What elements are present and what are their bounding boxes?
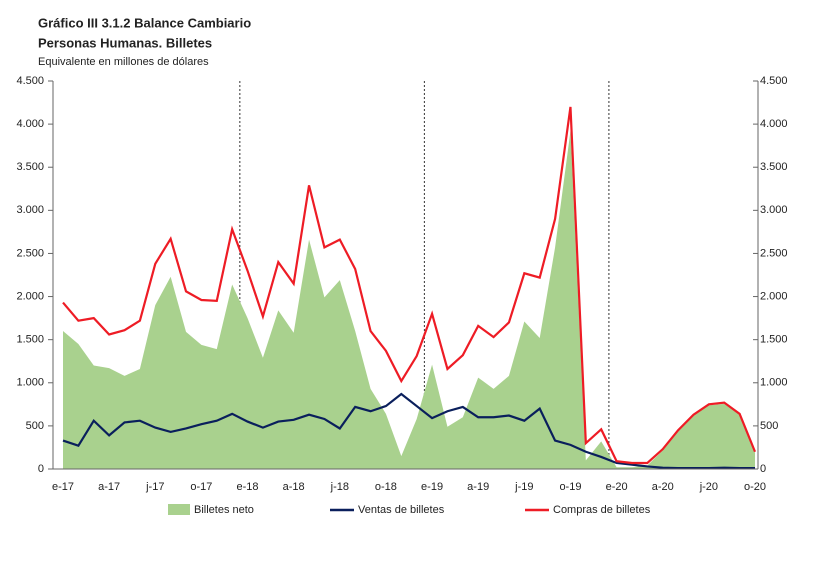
x-tick-label: o-18 <box>375 481 397 493</box>
y-axis-label: Equivalente en millones de dólares <box>38 56 209 68</box>
y2-tick-label: 4.500 <box>760 75 788 87</box>
y-tick-label: 3.000 <box>16 204 44 216</box>
x-tick-label: a-18 <box>283 481 305 493</box>
x-tick-label: e-19 <box>421 481 443 493</box>
x-tick-label: o-20 <box>744 481 766 493</box>
y-tick-label: 0 <box>38 463 44 475</box>
x-tick-label: j-19 <box>514 481 533 493</box>
x-tick-label: a-19 <box>467 481 489 493</box>
y2-tick-label: 4.000 <box>760 118 788 130</box>
x-tick-label: o-17 <box>190 481 212 493</box>
y-tick-label: 500 <box>26 420 44 432</box>
legend-label: Compras de billetes <box>553 504 651 516</box>
y2-tick-label: 500 <box>760 420 778 432</box>
legend-label: Ventas de billetes <box>358 504 445 516</box>
y2-tick-label: 3.000 <box>760 204 788 216</box>
y2-tick-label: 2.000 <box>760 290 788 302</box>
y2-tick-label: 1.000 <box>760 377 788 389</box>
y-tick-label: 4.000 <box>16 118 44 130</box>
y2-tick-label: 3.500 <box>760 161 788 173</box>
x-tick-label: j-17 <box>145 481 164 493</box>
x-tick-label: e-17 <box>52 481 74 493</box>
y-tick-label: 2.000 <box>16 290 44 302</box>
x-tick-label: j-20 <box>699 481 718 493</box>
x-tick-label: j-18 <box>330 481 349 493</box>
y-tick-label: 2.500 <box>16 247 44 259</box>
chart-title: Gráfico III 3.1.2 Balance Cambiario <box>38 15 251 30</box>
y-tick-label: 1.000 <box>16 377 44 389</box>
x-tick-label: a-17 <box>98 481 120 493</box>
y2-tick-label: 1.500 <box>760 334 788 346</box>
area <box>63 131 755 469</box>
y2-tick-label: 2.500 <box>760 247 788 259</box>
y-tick-label: 3.500 <box>16 161 44 173</box>
chart-subtitle: Personas Humanas. Billetes <box>38 35 212 50</box>
x-tick-label: o-19 <box>559 481 581 493</box>
x-tick-label: a-20 <box>652 481 674 493</box>
line <box>62 106 757 465</box>
line <box>62 392 755 470</box>
y-tick-label: 1.500 <box>16 334 44 346</box>
x-tick-label: e-18 <box>237 481 259 493</box>
x-tick-label: e-20 <box>606 481 628 493</box>
y-tick-label: 4.500 <box>16 75 44 87</box>
legend-label: Billetes neto <box>194 504 254 516</box>
legend-swatch <box>168 504 190 515</box>
y2-tick-label: 0 <box>760 463 766 475</box>
